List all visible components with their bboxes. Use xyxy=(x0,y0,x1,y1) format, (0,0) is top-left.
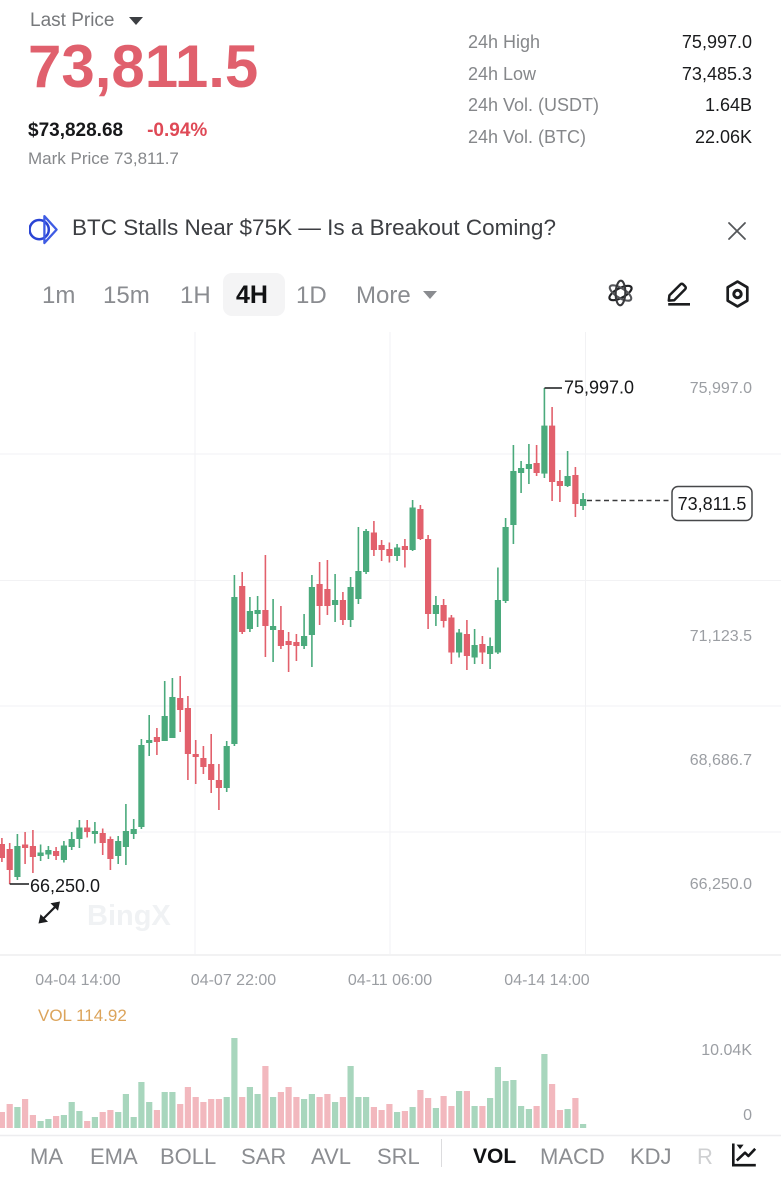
svg-text:68,686.7: 68,686.7 xyxy=(690,752,752,769)
svg-text:VOL 114.92: VOL 114.92 xyxy=(38,1006,127,1025)
svg-text:66,250.0: 66,250.0 xyxy=(690,876,752,893)
svg-text:BingX: BingX xyxy=(87,900,171,932)
svg-text:04-14 14:00: 04-14 14:00 xyxy=(504,972,590,989)
svg-text:0: 0 xyxy=(743,1107,752,1124)
svg-text:71,123.5: 71,123.5 xyxy=(690,628,752,645)
svg-text:75,997.0: 75,997.0 xyxy=(564,378,634,398)
svg-text:73,811.5: 73,811.5 xyxy=(678,494,747,514)
svg-text:10.04K: 10.04K xyxy=(701,1042,752,1059)
svg-text:04-11 06:00: 04-11 06:00 xyxy=(348,972,432,989)
svg-text:66,250.0: 66,250.0 xyxy=(30,876,100,896)
svg-text:75,997.0: 75,997.0 xyxy=(690,380,752,397)
svg-text:04-07 22:00: 04-07 22:00 xyxy=(191,972,277,989)
svg-text:04-04 14:00: 04-04 14:00 xyxy=(35,972,121,989)
